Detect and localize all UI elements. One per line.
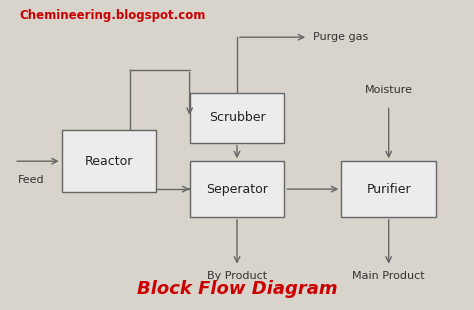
FancyBboxPatch shape bbox=[62, 130, 156, 192]
Text: Seperator: Seperator bbox=[206, 183, 268, 196]
Text: Scrubber: Scrubber bbox=[209, 111, 265, 124]
Text: Main Product: Main Product bbox=[352, 271, 425, 281]
Text: Chemineering.blogspot.com: Chemineering.blogspot.com bbox=[19, 9, 205, 22]
Text: By Product: By Product bbox=[207, 271, 267, 281]
FancyBboxPatch shape bbox=[341, 161, 436, 217]
Text: Feed: Feed bbox=[18, 175, 44, 185]
Text: Reactor: Reactor bbox=[85, 155, 133, 168]
FancyBboxPatch shape bbox=[190, 161, 284, 217]
FancyBboxPatch shape bbox=[190, 93, 284, 143]
Text: Purge gas: Purge gas bbox=[313, 32, 368, 42]
Text: Block Flow Diagram: Block Flow Diagram bbox=[137, 280, 337, 298]
Text: Moisture: Moisture bbox=[365, 85, 413, 95]
Text: Purifier: Purifier bbox=[366, 183, 411, 196]
